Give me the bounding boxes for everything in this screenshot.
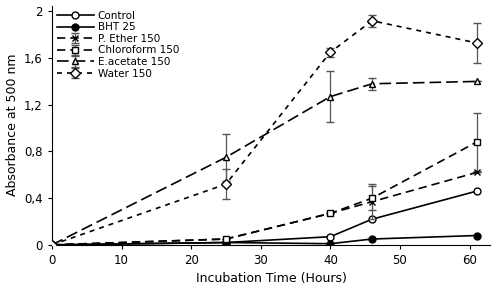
X-axis label: Incubation Time (Hours): Incubation Time (Hours) (196, 272, 347, 285)
BHT 25 (327, 242, 333, 245)
Control (369, 217, 375, 221)
Line: Control: Control (49, 188, 480, 248)
Control (327, 235, 333, 238)
Control (49, 243, 55, 246)
BHT 25 (49, 243, 55, 246)
BHT 25 (474, 234, 480, 237)
Legend: Control, BHT 25, P. Ether 150, Chloroform 150, E.acetate 150, Water 150: Control, BHT 25, P. Ether 150, Chlorofor… (55, 9, 181, 81)
Y-axis label: Absorbance at 500 nm: Absorbance at 500 nm (5, 54, 18, 196)
Control (474, 189, 480, 193)
BHT 25 (223, 241, 229, 244)
Control (223, 241, 229, 244)
BHT 25 (369, 237, 375, 241)
Line: BHT 25: BHT 25 (49, 232, 480, 248)
